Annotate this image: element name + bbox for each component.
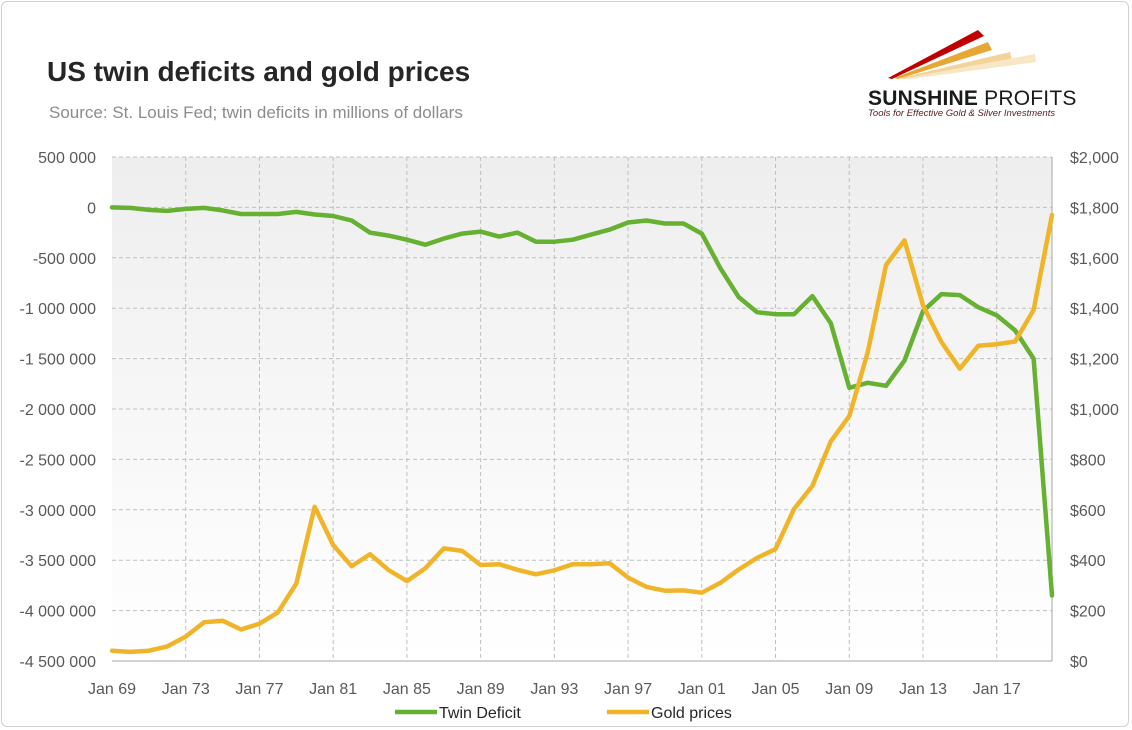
series-line-twin-deficit xyxy=(109,205,1055,598)
logo-tagline: Tools for Effective Gold & Silver Invest… xyxy=(868,108,1056,119)
left-tick-label: -3 000 000 xyxy=(19,503,96,520)
x-tick-label: Jan 13 xyxy=(899,681,947,698)
left-tick-label: -4 000 000 xyxy=(19,604,96,621)
right-axis-ticks: $2,000 $1,800 $1,600 $1,400 $1,200 $1,000 $800… xyxy=(1070,150,1119,671)
left-tick-label: 500 000 xyxy=(38,150,96,167)
left-tick-label: -1 000 000 xyxy=(19,301,96,318)
x-tick-label: Jan 01 xyxy=(678,681,726,698)
logo-ray-red xyxy=(888,30,984,79)
left-tick-label: 0 xyxy=(87,200,96,217)
series-line-gold-prices xyxy=(109,212,1055,655)
left-tick-label: -3 500 000 xyxy=(19,553,96,570)
logo-name-thin: PROFITS xyxy=(984,87,1077,110)
logo-ray-faint xyxy=(906,54,1036,79)
right-tick-label: $600 xyxy=(1070,503,1106,520)
x-tick-label: Jan 69 xyxy=(88,681,136,698)
chart-title: US twin deficits and gold prices xyxy=(47,56,471,87)
x-tick-label: Jan 81 xyxy=(309,681,357,698)
series-layer xyxy=(109,205,1055,655)
left-tick-label: -1 500 000 xyxy=(19,352,96,369)
legend-label: Twin Deficit xyxy=(439,705,521,722)
x-tick-label: Jan 09 xyxy=(825,681,873,698)
right-tick-label: $800 xyxy=(1070,452,1106,469)
legend: Twin Deficit Gold prices xyxy=(395,705,732,722)
right-tick-label: $1,000 xyxy=(1070,402,1119,419)
logo-ray-gold xyxy=(894,42,992,79)
chart-subtitle: Source: St. Louis Fed; twin deficits in … xyxy=(49,103,463,122)
x-tick-label: Jan 93 xyxy=(530,681,578,698)
right-tick-label: $0 xyxy=(1070,654,1088,671)
logo-ray-light xyxy=(900,52,1012,79)
left-tick-label: -2 500 000 xyxy=(19,452,96,469)
right-tick-label: $1,800 xyxy=(1070,200,1119,217)
gridlines xyxy=(112,156,1052,661)
x-tick-label: Jan 85 xyxy=(383,681,431,698)
right-tick-label: $400 xyxy=(1070,553,1106,570)
right-tick-label: $1,200 xyxy=(1070,352,1119,369)
left-tick-label: -4 500 000 xyxy=(19,654,96,671)
left-tick-label: -2 000 000 xyxy=(19,402,96,419)
x-tick-label: Jan 77 xyxy=(235,681,283,698)
left-tick-label: -500 000 xyxy=(33,251,96,268)
right-tick-label: $2,000 xyxy=(1070,150,1119,167)
x-tick-label: Jan 97 xyxy=(604,681,652,698)
x-tick-label: Jan 73 xyxy=(162,681,210,698)
left-axis-ticks: 500 000 0 -500 000 -1 000 000 -1 500 000 -2 0… xyxy=(19,150,96,671)
right-tick-label: $1,400 xyxy=(1070,301,1119,318)
x-axis-ticks: Jan 69 Jan 73 Jan 77 Jan 81 Jan 85 Jan 89 Jan … xyxy=(88,681,1021,698)
legend-label: Gold prices xyxy=(651,705,732,722)
x-tick-label: Jan 89 xyxy=(457,681,505,698)
right-tick-label: $200 xyxy=(1070,604,1106,621)
sunshine-profits-logo xyxy=(888,30,1036,79)
logo-name-bold: SUNSHINE xyxy=(868,87,979,110)
right-tick-label: $1,600 xyxy=(1070,251,1119,268)
logo-name: SUNSHINE PROFITS xyxy=(868,87,1077,111)
x-tick-label: Jan 17 xyxy=(973,681,1021,698)
x-tick-label: Jan 05 xyxy=(752,681,800,698)
